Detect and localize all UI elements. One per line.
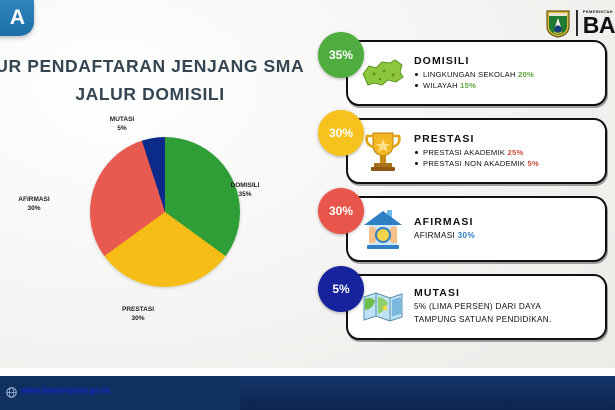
footer-white-strip (0, 368, 615, 376)
pie-disc (90, 137, 240, 287)
card-domisili-text: DOMISILI LINGKUNGAN SEKOLAH 20% WILAYAH … (410, 55, 534, 92)
corner-tab-label: A (9, 6, 26, 29)
card-mutasi-line1: 5% (LIMA PERSEN) DARI DAYA (414, 302, 542, 312)
map-banten-icon (356, 48, 410, 98)
page-title-line1: LUR PENDAFTARAN JENJANG SMA (0, 56, 305, 76)
pie-label-prestasi: PRESTASI 30% (121, 306, 155, 323)
footer-bar: www.bantenprov.go.id (0, 376, 615, 410)
card-mutasi-text: MUTASI 5% (LIMA PERSEN) DARI DAYA TAMPUN… (410, 287, 552, 326)
card-prestasi-bullets: PRESTASI AKADEMIK 25% PRESTASI NON AKADE… (414, 147, 539, 170)
card-domisili-body[interactable]: DOMISILI LINGKUNGAN SEKOLAH 20% WILAYAH … (346, 40, 607, 106)
card-title-mutasi: MUTASI (414, 287, 461, 300)
card-title-domisili: DOMISILI (414, 54, 470, 67)
logo-small-text: PEMERINTAH (582, 8, 613, 14)
card-mutasi[interactable]: 5% MUTASI 5% (LIMA PERSEN) DARI D (318, 266, 615, 344)
card-prestasi[interactable]: 30% PRESTASI PRESTAS (318, 110, 615, 188)
list-item: LINGKUNGAN SEKOLAH 20% (414, 69, 534, 80)
pie-chart: MUTASI 5% DOMISILI 35% AFIRMASI 30% PRES… (0, 115, 305, 350)
card-afirmasi[interactable]: 30% AFIRMASI AFIRMASI 30% (318, 188, 615, 266)
badge-mutasi: 5% (318, 266, 364, 312)
list-item: PRESTASI AKADEMIK 25% (414, 147, 539, 158)
pie-label-afirmasi: AFIRMASI 30% (18, 196, 50, 213)
card-domisili-bullets: LINGKUNGAN SEKOLAH 20% WILAYAH 15% (414, 69, 534, 92)
card-afirmasi-text: AFIRMASI AFIRMASI 30% (410, 216, 475, 243)
badge-prestasi: 30% (318, 110, 364, 156)
globe-icon (6, 385, 17, 398)
school-house-icon (356, 204, 410, 254)
page-title-line2: JALUR DOMISILI (75, 84, 225, 104)
list-item: PRESTASI NON AKADEMIK 5% (414, 158, 539, 169)
logo-divider (575, 10, 578, 36)
card-mutasi-body[interactable]: MUTASI 5% (LIMA PERSEN) DARI DAYA TAMPUN… (346, 274, 607, 340)
list-item: WILAYAH 15% (414, 80, 534, 91)
provincial-logo: PEMERINTAH BA (545, 2, 615, 44)
folded-map-icon (356, 282, 410, 332)
card-domisili[interactable]: 35% DOMISILI LINGKUNGAN SEKOLAH 20% (318, 32, 615, 110)
banten-crest-icon (545, 8, 571, 38)
card-prestasi-text: PRESTASI PRESTASI AKADEMIK 25% PRESTASI … (410, 133, 539, 170)
footer-url-text[interactable]: www.bantenprov.go.id (21, 386, 110, 395)
pie-label-mutasi: MUTASI 5% (109, 116, 135, 133)
footer-bar-left (0, 376, 240, 410)
logo-big-text: BA (582, 11, 615, 38)
corner-tab: A (0, 0, 34, 36)
footer-url[interactable]: www.bantenprov.go.id (6, 385, 110, 398)
pie-label-domisili: DOMISILI 35% (230, 182, 260, 199)
trophy-icon (356, 126, 410, 176)
card-mutasi-line2: TAMPUNG SATUAN PENDIDIKAN. (414, 315, 552, 324)
badge-domisili: 35% (318, 32, 364, 78)
category-card-list: 35% DOMISILI LINGKUNGAN SEKOLAH 20% (318, 32, 615, 344)
badge-afirmasi: 30% (318, 188, 364, 234)
card-title-afirmasi: AFIRMASI (414, 215, 474, 228)
page-title: LUR PENDAFTARAN JENJANG SMA JALUR DOMISI… (0, 56, 305, 105)
card-title-prestasi: PRESTASI (414, 132, 475, 145)
card-prestasi-body[interactable]: PRESTASI PRESTASI AKADEMIK 25% PRESTASI … (346, 118, 607, 184)
card-afirmasi-line1: AFIRMASI 30% (414, 230, 475, 240)
logo-text-block: PEMERINTAH BA (582, 8, 615, 38)
card-afirmasi-body[interactable]: AFIRMASI AFIRMASI 30% (346, 196, 607, 262)
